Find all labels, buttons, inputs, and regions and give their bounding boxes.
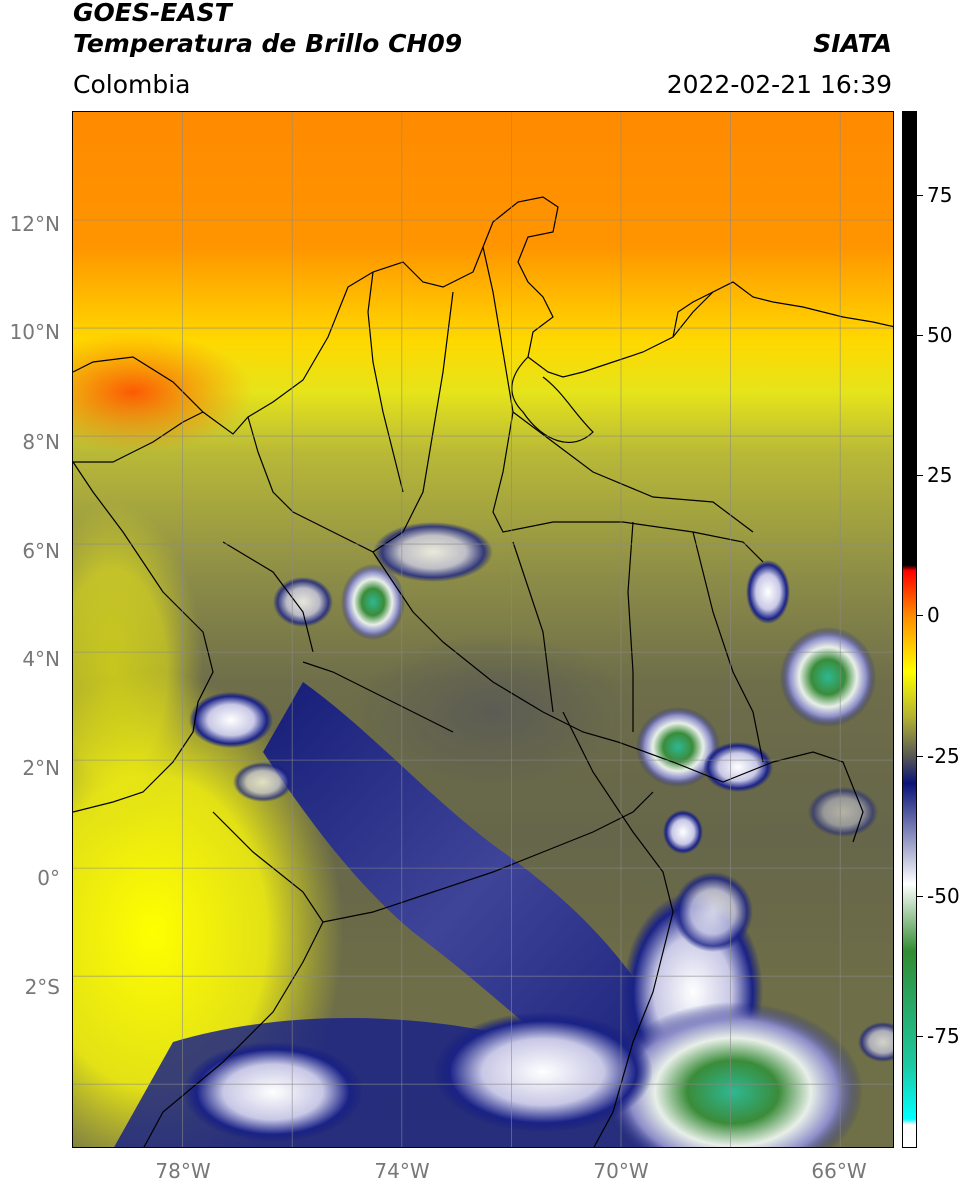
cloud-cluster	[233, 762, 293, 802]
colorbar-tick-mark	[917, 895, 923, 897]
cloud-cluster	[663, 810, 703, 854]
timestamp-label: 2022-02-21 16:39	[666, 70, 892, 99]
cloud-cluster	[808, 787, 878, 837]
cloud-cluster	[183, 1042, 363, 1142]
title-line-2: Temperatura de Brillo CH09	[73, 29, 463, 58]
colorbar-tick-mark	[917, 195, 923, 197]
lat-label-0: 0°	[37, 866, 60, 890]
lat-label-6n: 6°N	[22, 539, 60, 563]
cloud-cluster	[273, 577, 333, 627]
cloud-cluster	[189, 692, 273, 748]
colorbar-tick-mark	[917, 475, 923, 477]
colorbar-tick-label: 75	[927, 183, 953, 208]
cloud-cluster	[636, 707, 720, 787]
lat-label-8n: 8°N	[22, 430, 60, 454]
cloud-cluster	[603, 1002, 863, 1147]
colorbar-tick-mark	[917, 755, 923, 757]
colorbar-tick-label: -25	[927, 743, 960, 768]
source-label: SIATA	[813, 29, 892, 58]
colorbar-tick-label: -50	[927, 883, 960, 908]
cloud-cluster	[858, 1022, 893, 1062]
cool-land-area	[353, 632, 633, 792]
lon-label-70w: 70°W	[593, 1159, 649, 1183]
graticule	[73, 112, 893, 1147]
lat-label-12n: 12°N	[9, 212, 60, 236]
region-label: Colombia	[73, 70, 191, 99]
cloud-cluster	[673, 872, 753, 952]
colorbar-tick-mark	[917, 615, 923, 617]
lon-label-74w: 74°W	[374, 1159, 430, 1183]
convective-band	[263, 682, 673, 1112]
lat-label-10n: 10°N	[9, 320, 60, 344]
lon-label-66w: 66°W	[811, 1159, 867, 1183]
satellite-map	[72, 111, 894, 1148]
country-borders	[73, 196, 893, 1147]
warm-ocean-area-2	[73, 502, 203, 842]
colorbar	[902, 111, 917, 1148]
cloud-cluster	[703, 742, 773, 792]
lat-label-2s: 2°S	[24, 975, 60, 999]
lon-label-78w: 78°W	[155, 1159, 211, 1183]
cloud-cluster	[373, 522, 493, 582]
lat-label-4n: 4°N	[22, 647, 60, 671]
colorbar-tick-mark	[917, 335, 923, 337]
colorbar-tick-label: 0	[927, 603, 940, 628]
colorbar-tick-label: 25	[927, 463, 953, 488]
cloud-cluster	[746, 560, 790, 624]
colorbar-tick-mark	[917, 1035, 923, 1037]
map-svg	[73, 112, 893, 1147]
cloud-cluster	[433, 1012, 653, 1132]
cloud-cluster	[341, 564, 405, 640]
cloud-cluster	[780, 627, 876, 727]
colorbar-tick-label: -75	[927, 1023, 960, 1048]
warm-patch	[73, 332, 253, 452]
colorbar-tick-label: 50	[927, 323, 953, 348]
lat-label-2n: 2°N	[22, 756, 60, 780]
title-line-1: GOES-EAST	[73, 0, 232, 27]
